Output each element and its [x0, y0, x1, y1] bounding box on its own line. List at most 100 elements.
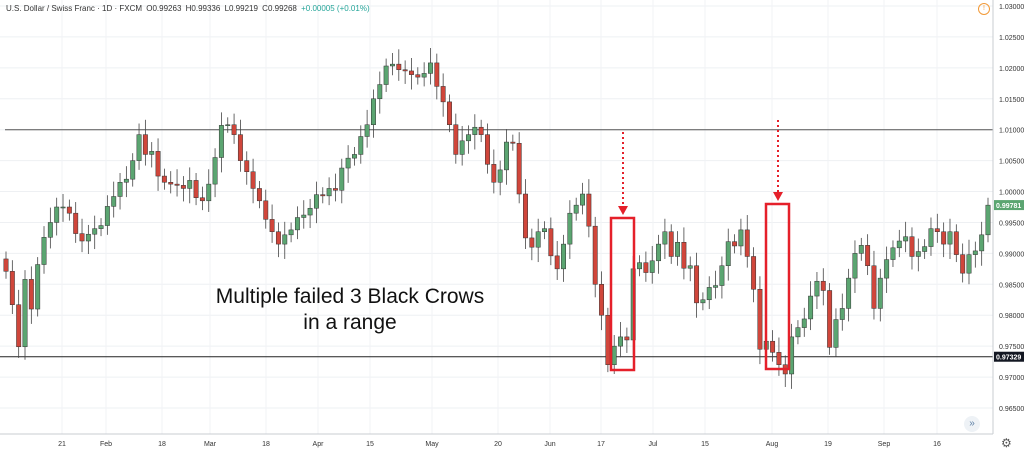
- y-tick-label: 1.03000: [999, 4, 1024, 11]
- candle-body: [896, 240, 902, 249]
- x-tick-label: Jul: [649, 441, 658, 448]
- candle-body: [523, 193, 528, 239]
- y-tick-label: 1.02500: [999, 35, 1024, 42]
- y-tick-label: 0.98000: [999, 313, 1024, 320]
- y-tick-label: 1.00500: [999, 159, 1024, 166]
- ohlc-high: H0.99336: [185, 4, 221, 13]
- pattern-highlight-box: [764, 202, 791, 371]
- symbol-name: U.S. Dollar / Swiss Franc · 1D · FXCM: [6, 4, 143, 13]
- candle-body: [396, 63, 402, 70]
- candle-body: [218, 125, 224, 158]
- x-tick-label: Sep: [878, 441, 891, 448]
- candle-body: [472, 126, 478, 135]
- candle-body: [706, 287, 712, 301]
- current-price-tag-bg: [994, 200, 1024, 211]
- candle-body: [542, 228, 547, 232]
- candle-body: [922, 246, 928, 252]
- candle-body: [915, 251, 921, 257]
- candle-body: [123, 178, 129, 183]
- y-tick-label: 1.01500: [999, 97, 1024, 104]
- candle-body: [390, 63, 395, 67]
- candle-body: [833, 319, 839, 348]
- candle-body: [256, 188, 262, 202]
- candle-body: [586, 193, 592, 227]
- x-tick-label: May: [425, 441, 439, 448]
- candle-body: [966, 254, 972, 274]
- candle-body: [624, 336, 630, 341]
- candle-body: [516, 143, 522, 195]
- candle-body: [332, 188, 338, 191]
- candle-body: [307, 207, 313, 216]
- candle-body: [662, 231, 668, 245]
- candle-body: [244, 160, 250, 172]
- candle-body: [301, 214, 307, 218]
- x-tick-label: Mar: [204, 441, 217, 448]
- candle-body: [548, 228, 554, 257]
- candle-body: [504, 141, 509, 171]
- arrow-head: [618, 206, 628, 215]
- candle-body: [199, 197, 205, 202]
- candle-body: [491, 164, 497, 183]
- x-tick-label: Jun: [544, 441, 555, 448]
- candle-body: [801, 318, 807, 328]
- info-icon[interactable]: !: [978, 3, 990, 15]
- candle-body: [54, 206, 60, 223]
- ohlc-close: C0.99268: [262, 4, 297, 13]
- candle-body: [174, 183, 180, 186]
- candle-body: [73, 212, 79, 234]
- candle-body: [345, 157, 351, 169]
- candle-body: [770, 340, 776, 353]
- x-tick-label: 21: [58, 441, 66, 448]
- x-tick-label: 18: [158, 441, 166, 448]
- candle-body: [402, 69, 408, 72]
- candle-body: [694, 265, 700, 304]
- x-tick-label: 20: [494, 441, 502, 448]
- x-tick-label: Aug: [766, 441, 779, 448]
- candle-body: [371, 98, 376, 125]
- gear-icon[interactable]: ⚙: [1001, 436, 1012, 450]
- candle-body: [890, 247, 896, 260]
- y-tick-label: 1.02000: [999, 66, 1024, 73]
- candle-body: [111, 196, 117, 207]
- candle-body: [814, 280, 820, 297]
- x-tick-label: 19: [824, 441, 832, 448]
- candle-body: [757, 289, 763, 350]
- candle-body: [212, 157, 218, 185]
- candle-body: [92, 228, 98, 235]
- candle-body: [485, 134, 490, 165]
- candle-body: [358, 136, 364, 155]
- candle-body: [903, 236, 909, 242]
- candle-body: [142, 134, 148, 155]
- x-tick-label: 15: [366, 441, 374, 448]
- current-price-tag: 0.99781: [996, 203, 1021, 210]
- x-tick-label: 17: [597, 441, 605, 448]
- candle-body: [434, 62, 440, 87]
- candle-body: [187, 180, 193, 189]
- candle-body: [79, 233, 85, 242]
- candle-body: [656, 243, 662, 262]
- candle-body: [852, 253, 858, 279]
- candle-body: [352, 154, 357, 159]
- candle-body: [751, 256, 757, 290]
- candle-body: [288, 229, 294, 236]
- candle-body: [719, 265, 725, 286]
- candle-body: [263, 200, 269, 220]
- y-tick-label: 0.97500: [999, 344, 1024, 351]
- candle-body: [225, 124, 231, 126]
- candle-body: [9, 271, 15, 305]
- x-tick-label: Feb: [100, 441, 112, 448]
- candle-body: [985, 204, 991, 236]
- candle-body: [149, 151, 155, 155]
- candle-body: [858, 245, 864, 254]
- candle-body: [554, 255, 560, 270]
- candle-body: [618, 336, 623, 347]
- candle-body: [909, 236, 915, 257]
- candle-body: [795, 327, 801, 338]
- candle-body: [599, 284, 604, 316]
- double-chevron-right-icon[interactable]: »: [964, 416, 980, 432]
- candle-body: [668, 231, 674, 257]
- candle-body: [846, 277, 852, 309]
- candle-body: [713, 285, 719, 288]
